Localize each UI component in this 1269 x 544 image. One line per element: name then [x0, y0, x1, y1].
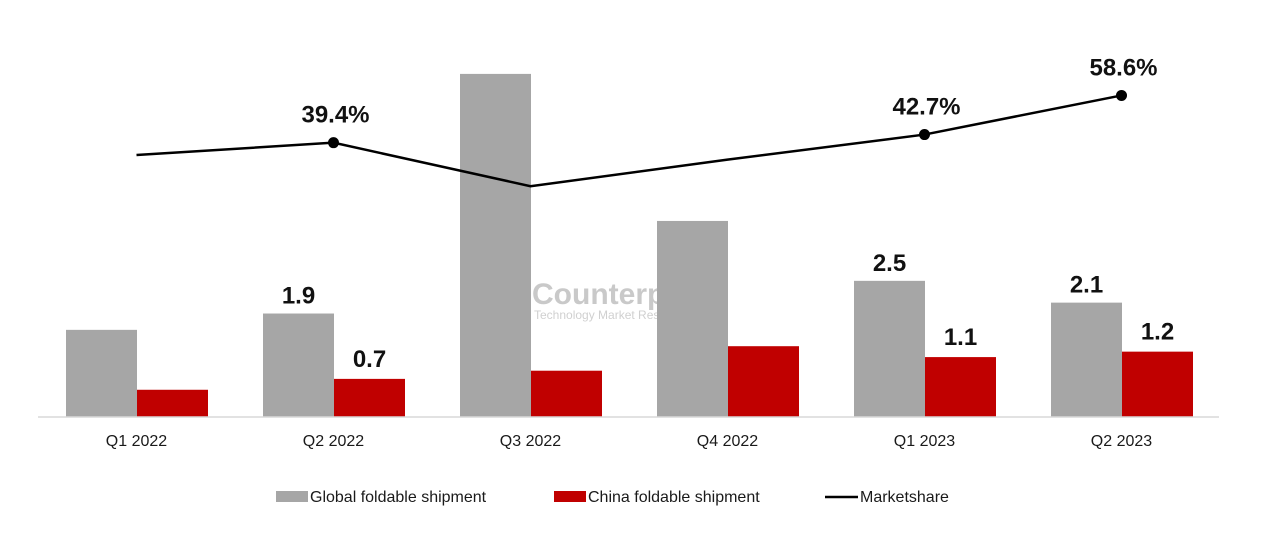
x-tick-q2-2023: Q2 2023: [1091, 433, 1152, 450]
marketshare-point-q2-2023: [1116, 89, 1127, 101]
bar-global-q2-2023: [1051, 302, 1122, 417]
label-global-q1-2023: 2.5: [873, 250, 906, 277]
bar-global-q3-2022: [460, 73, 531, 418]
label-share-q2-2023: 58.6%: [1089, 54, 1157, 81]
legend-label-china: China foldable shipment: [588, 489, 760, 506]
legend-swatch-global: [276, 491, 308, 502]
x-tick-q1-2022: Q1 2022: [106, 433, 167, 450]
bar-china-q3-2022: [531, 370, 602, 417]
bar-global-q2-2022: [263, 313, 334, 417]
label-china-q2-2023: 1.2: [1141, 319, 1174, 346]
label-share-q1-2023: 42.7%: [892, 94, 960, 121]
label-global-q2-2023: 2.1: [1070, 272, 1103, 299]
bar-global-q1-2023: [854, 280, 925, 417]
bar-china-q2-2022: [334, 378, 405, 417]
marketshare-line: [136, 94, 1122, 188]
x-axis-ticks: Q1 2022 Q2 2022 Q3 2022 Q4 2022 Q1 2023 Q2 20…: [106, 433, 1152, 450]
bar-global-q1-2022: [66, 329, 137, 417]
bar-china-q2-2023: [1122, 351, 1193, 417]
x-tick-q2-2022: Q2 2022: [303, 433, 364, 450]
marketshare-point-q2-2022: [328, 137, 339, 149]
legend-label-marketshare: Marketshare: [860, 489, 949, 506]
x-tick-q3-2022: Q3 2022: [500, 433, 561, 450]
bar-china-q4-2022: [728, 346, 799, 417]
bar-china-q1-2022: [137, 389, 208, 417]
data-labels: 1.9 0.7 2.5 1.1 2.1 1.2 39.4% 42.7% 58.6%: [282, 54, 1174, 372]
label-china-q1-2023: 1.1: [944, 324, 977, 351]
label-share-q2-2022: 39.4%: [301, 102, 369, 129]
x-tick-q1-2023: Q1 2023: [894, 433, 955, 450]
legend: Global foldable shipment China foldable s…: [276, 489, 949, 506]
bar-china-q1-2023: [925, 357, 996, 417]
legend-label-global: Global foldable shipment: [310, 489, 487, 506]
watermark-tagline: Technology Market Research: [534, 308, 689, 322]
bar-global-q4-2022: [657, 220, 728, 417]
x-tick-q4-2022: Q4 2022: [697, 433, 758, 450]
bars: [66, 73, 1193, 418]
label-global-q2-2022: 1.9: [282, 283, 315, 310]
legend-swatch-china: [554, 491, 586, 502]
label-china-q2-2022: 0.7: [353, 346, 386, 373]
marketshare-line-layer: [136, 89, 1127, 188]
marketshare-point-q1-2023: [919, 129, 930, 141]
